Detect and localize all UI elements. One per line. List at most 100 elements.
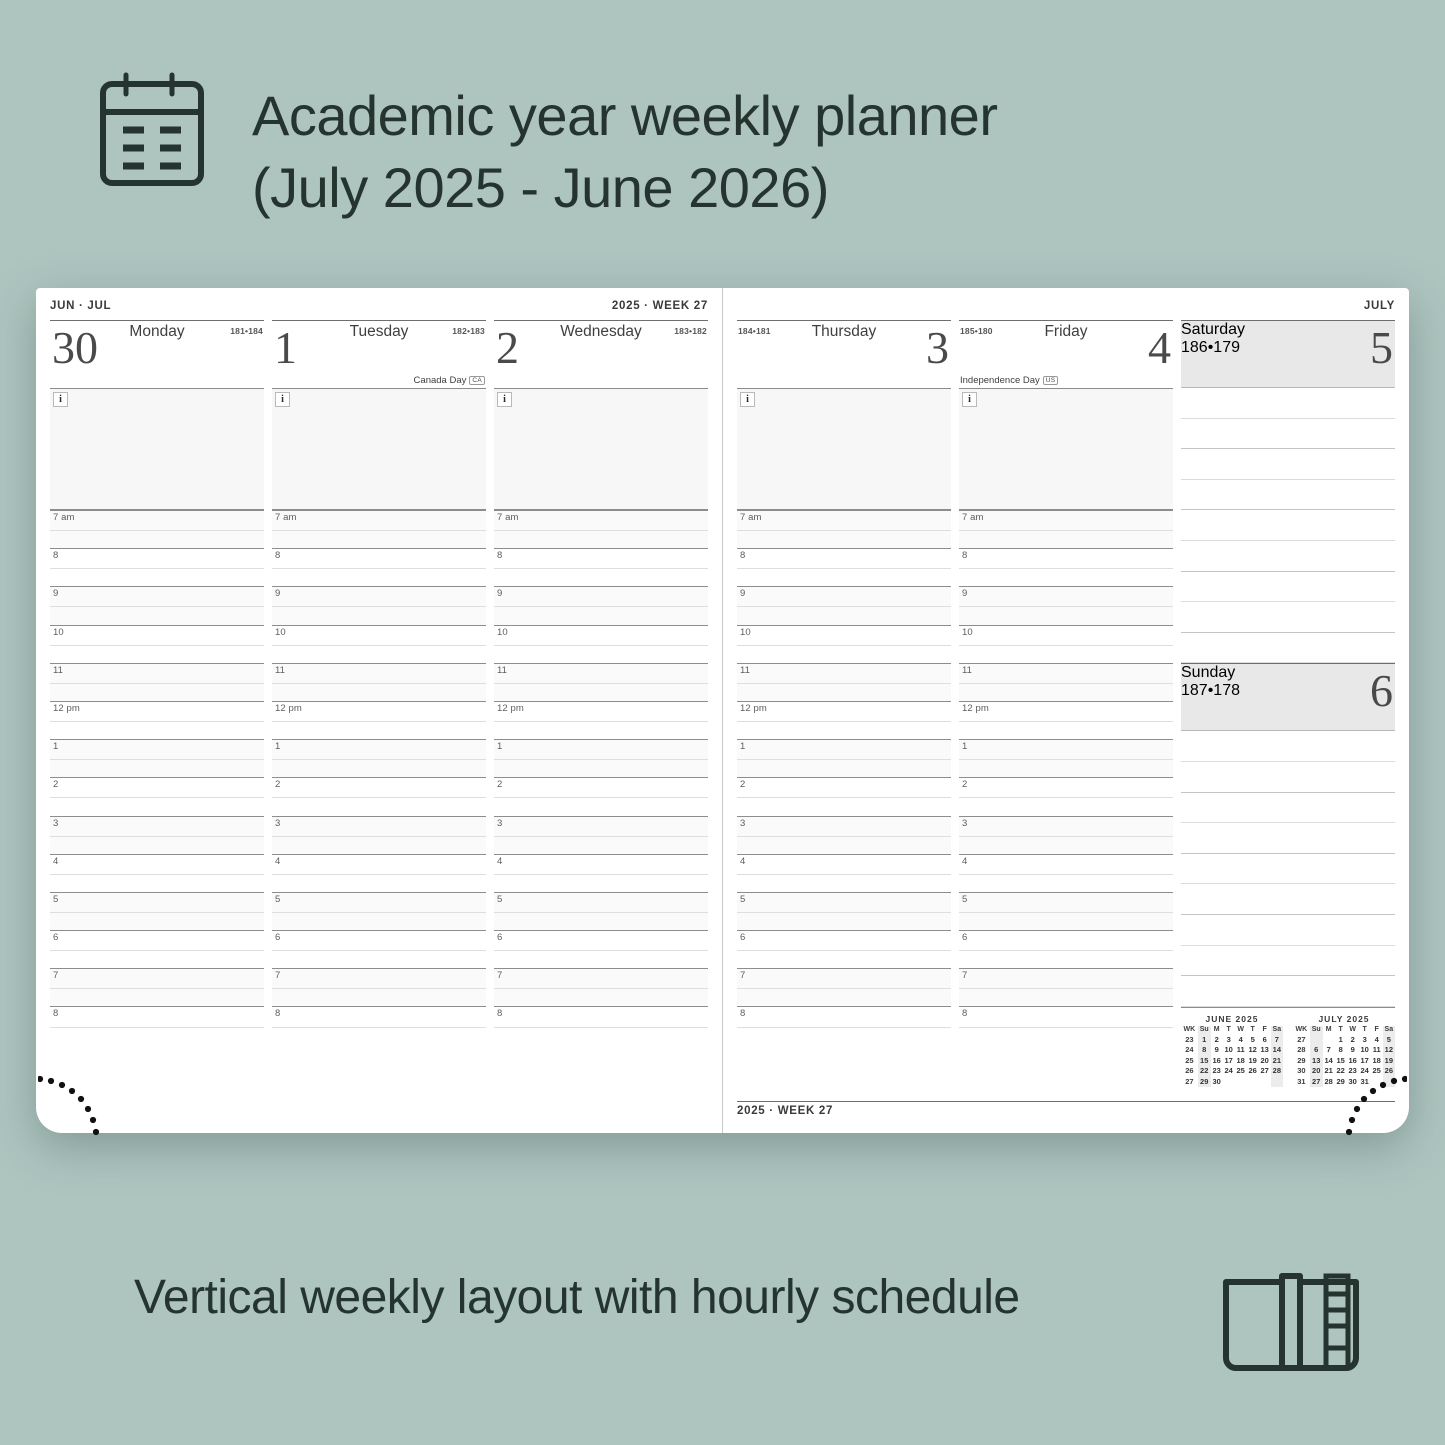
hour-row[interactable]: 6	[959, 930, 1173, 968]
ruled-line[interactable]	[1181, 762, 1395, 793]
hour-row[interactable]: 7	[494, 968, 708, 1007]
hour-row[interactable]: 10	[737, 624, 951, 663]
notes-panel[interactable]: i	[737, 388, 951, 510]
day-column[interactable]: 3 Thursday 184•181 i 7 am 8 9 10 11 12 pm 1 2 3 4 5 6 7 8	[737, 320, 951, 1126]
hour-row[interactable]: 8	[959, 1006, 1173, 1044]
notes-panel[interactable]: i	[50, 388, 264, 510]
hour-row[interactable]: 9	[50, 586, 264, 625]
hour-row[interactable]: 8	[959, 548, 1173, 586]
hour-row[interactable]: 6	[494, 930, 708, 968]
hour-row[interactable]: 3	[50, 815, 264, 854]
hour-row[interactable]: 7 am	[959, 510, 1173, 549]
hour-row[interactable]: 11	[272, 662, 486, 701]
ruled-line[interactable]	[1181, 731, 1395, 762]
hour-row[interactable]: 5	[272, 891, 486, 931]
hour-row[interactable]: 7 am	[50, 510, 264, 549]
hour-row[interactable]: 12 pm	[272, 700, 486, 739]
hour-row[interactable]: 3	[494, 815, 708, 854]
hour-row[interactable]: 8	[494, 1006, 708, 1044]
hour-row[interactable]: 1	[959, 739, 1173, 778]
hour-row[interactable]: 6	[737, 930, 951, 968]
day-column[interactable]: 1 Tuesday 182•183 Canada Day CA i 7 am 8 9 10 11 12…	[272, 320, 486, 1126]
hour-row[interactable]: 1	[272, 739, 486, 778]
hour-row[interactable]: 8	[737, 1006, 951, 1044]
hour-row[interactable]: 12 pm	[494, 700, 708, 739]
hour-row[interactable]: 7	[737, 968, 951, 1007]
hour-row[interactable]: 7	[959, 968, 1173, 1007]
hour-row[interactable]: 8	[50, 1006, 264, 1044]
hour-row[interactable]: 8	[272, 548, 486, 586]
hour-row[interactable]: 6	[272, 930, 486, 968]
hour-row[interactable]: 4	[272, 853, 486, 892]
ruled-line[interactable]	[1181, 793, 1395, 824]
ruled-line[interactable]	[1181, 823, 1395, 854]
hour-row[interactable]: 9	[272, 586, 486, 625]
ruled-line[interactable]	[1181, 854, 1395, 885]
info-icon[interactable]: i	[53, 392, 68, 407]
day-column[interactable]: 2 Wednesday 183•182 i 7 am 8 9 10 11 12 pm 1 2 3 4 5 6 7…	[494, 320, 708, 1126]
hour-row[interactable]: 10	[494, 624, 708, 663]
hour-row[interactable]: 2	[494, 777, 708, 815]
ruled-line[interactable]	[1181, 946, 1395, 977]
hour-row[interactable]: 7 am	[272, 510, 486, 549]
hour-row[interactable]: 7	[50, 968, 264, 1007]
hourly-schedule[interactable]: 7 am 8 9 10 11 12 pm 1 2 3 4 5 6 7 8	[50, 510, 264, 1045]
info-icon[interactable]: i	[740, 392, 755, 407]
hour-row[interactable]: 5	[959, 891, 1173, 931]
hour-row[interactable]: 4	[50, 853, 264, 892]
info-icon[interactable]: i	[275, 392, 290, 407]
ruled-line[interactable]	[1181, 572, 1395, 603]
hour-row[interactable]: 4	[737, 853, 951, 892]
hour-row[interactable]: 5	[737, 891, 951, 931]
weekend-lined-area[interactable]	[1181, 731, 1395, 1007]
hour-row[interactable]: 12 pm	[50, 700, 264, 739]
hourly-schedule[interactable]: 7 am 8 9 10 11 12 pm 1 2 3 4 5 6 7 8	[272, 510, 486, 1045]
hour-row[interactable]: 7 am	[494, 510, 708, 549]
hour-row[interactable]: 1	[50, 739, 264, 778]
ruled-line[interactable]	[1181, 633, 1395, 664]
hour-row[interactable]: 3	[959, 815, 1173, 854]
hour-row[interactable]: 8	[50, 548, 264, 586]
hour-row[interactable]: 7 am	[737, 510, 951, 549]
weekend-column[interactable]: 5 Saturday 186•179 6 Sunday 187•178 JUNE 2025 W…	[1181, 320, 1395, 1126]
weekend-lined-area[interactable]	[1181, 388, 1395, 664]
ruled-line[interactable]	[1181, 541, 1395, 572]
ruled-line[interactable]	[1181, 510, 1395, 541]
hour-row[interactable]: 2	[959, 777, 1173, 815]
hour-row[interactable]: 7	[272, 968, 486, 1007]
hour-row[interactable]: 4	[494, 853, 708, 892]
ruled-line[interactable]	[1181, 915, 1395, 946]
hourly-schedule[interactable]: 7 am 8 9 10 11 12 pm 1 2 3 4 5 6 7 8	[494, 510, 708, 1045]
hour-row[interactable]: 5	[494, 891, 708, 931]
ruled-line[interactable]	[1181, 419, 1395, 450]
hourly-schedule[interactable]: 7 am 8 9 10 11 12 pm 1 2 3 4 5 6 7 8	[959, 510, 1173, 1045]
hour-row[interactable]: 3	[737, 815, 951, 854]
info-icon[interactable]: i	[497, 392, 512, 407]
ruled-line[interactable]	[1181, 602, 1395, 633]
hour-row[interactable]: 11	[959, 662, 1173, 701]
hour-row[interactable]: 8	[494, 548, 708, 586]
hour-row[interactable]: 10	[272, 624, 486, 663]
hour-row[interactable]: 11	[737, 662, 951, 701]
hour-row[interactable]: 9	[959, 586, 1173, 625]
hour-row[interactable]: 10	[959, 624, 1173, 663]
notes-panel[interactable]: i	[494, 388, 708, 510]
hour-row[interactable]: 3	[272, 815, 486, 854]
hour-row[interactable]: 2	[272, 777, 486, 815]
ruled-line[interactable]	[1181, 976, 1395, 1007]
notes-panel[interactable]: i	[272, 388, 486, 510]
day-column[interactable]: 30 Monday 181•184 i 7 am 8 9 10 11 12 pm 1 2 3 4 5 6 7 8	[50, 320, 264, 1126]
hour-row[interactable]: 11	[494, 662, 708, 701]
hour-row[interactable]: 10	[50, 624, 264, 663]
hour-row[interactable]: 12 pm	[959, 700, 1173, 739]
hour-row[interactable]: 1	[737, 739, 951, 778]
hour-row[interactable]: 9	[494, 586, 708, 625]
hour-row[interactable]: 11	[50, 662, 264, 701]
ruled-line[interactable]	[1181, 388, 1395, 419]
hour-row[interactable]: 8	[272, 1006, 486, 1044]
hour-row[interactable]: 5	[50, 891, 264, 931]
hour-row[interactable]: 2	[50, 777, 264, 815]
info-icon[interactable]: i	[962, 392, 977, 407]
ruled-line[interactable]	[1181, 449, 1395, 480]
hour-row[interactable]: 2	[737, 777, 951, 815]
